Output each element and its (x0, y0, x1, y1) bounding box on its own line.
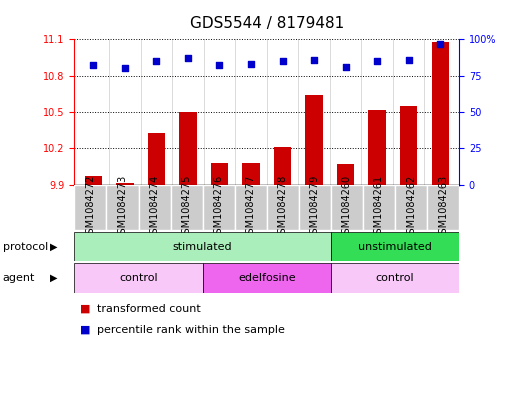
Bar (305, 95, 323, 185)
Bar (331, 185, 363, 230)
Text: GSM1084261: GSM1084261 (374, 175, 384, 240)
Bar (331, 263, 459, 293)
Text: GSM1084278: GSM1084278 (278, 174, 288, 240)
Bar (116, 184, 133, 185)
Bar (74, 185, 106, 230)
Bar (139, 185, 170, 230)
Bar (179, 112, 196, 185)
Text: percentile rank within the sample: percentile rank within the sample (97, 325, 285, 335)
Bar (331, 232, 459, 261)
Bar (267, 185, 299, 230)
Bar (427, 185, 459, 230)
Point (215, 62, 224, 69)
Bar (203, 263, 331, 293)
Point (89, 62, 97, 69)
Bar (203, 185, 234, 230)
Bar (395, 185, 427, 230)
Text: ▶: ▶ (50, 273, 57, 283)
Bar (234, 185, 267, 230)
Text: GSM1084272: GSM1084272 (86, 174, 95, 240)
Point (152, 58, 161, 64)
Text: unstimulated: unstimulated (358, 242, 432, 252)
Point (373, 58, 381, 64)
Text: edelfosine: edelfosine (238, 273, 295, 283)
Text: stimulated: stimulated (173, 242, 232, 252)
Text: GSM1084263: GSM1084263 (438, 175, 448, 240)
Text: GSM1084277: GSM1084277 (246, 174, 255, 240)
Point (405, 57, 413, 63)
Bar (85, 176, 102, 185)
Text: ▶: ▶ (50, 242, 57, 252)
Point (279, 58, 287, 64)
Point (310, 57, 318, 63)
Bar (74, 232, 331, 261)
Bar (274, 147, 291, 185)
Text: control: control (119, 273, 158, 283)
Bar (299, 185, 331, 230)
Bar (363, 185, 395, 230)
Text: protocol: protocol (3, 242, 48, 252)
Point (121, 65, 129, 72)
Text: GDS5544 / 8179481: GDS5544 / 8179481 (190, 16, 344, 31)
Bar (242, 163, 260, 185)
Point (342, 64, 350, 70)
Text: transformed count: transformed count (97, 303, 201, 314)
Text: GSM1084260: GSM1084260 (342, 175, 352, 240)
Point (184, 55, 192, 61)
Text: GSM1084274: GSM1084274 (150, 174, 160, 240)
Text: GSM1084279: GSM1084279 (310, 174, 320, 240)
Text: GSM1084276: GSM1084276 (214, 174, 224, 240)
Bar (211, 163, 228, 185)
Point (247, 61, 255, 67)
Bar (106, 185, 139, 230)
Text: GSM1084273: GSM1084273 (117, 174, 127, 240)
Text: GSM1084262: GSM1084262 (406, 174, 416, 240)
Bar (368, 110, 386, 185)
Text: ■: ■ (80, 325, 90, 335)
Bar (170, 185, 203, 230)
Bar (148, 132, 165, 185)
Bar (337, 164, 354, 185)
Bar (74, 263, 203, 293)
Text: agent: agent (3, 273, 35, 283)
Text: ■: ■ (80, 303, 90, 314)
Bar (400, 106, 418, 185)
Bar (431, 42, 449, 185)
Point (436, 40, 444, 47)
Text: control: control (376, 273, 415, 283)
Text: GSM1084275: GSM1084275 (182, 174, 191, 240)
